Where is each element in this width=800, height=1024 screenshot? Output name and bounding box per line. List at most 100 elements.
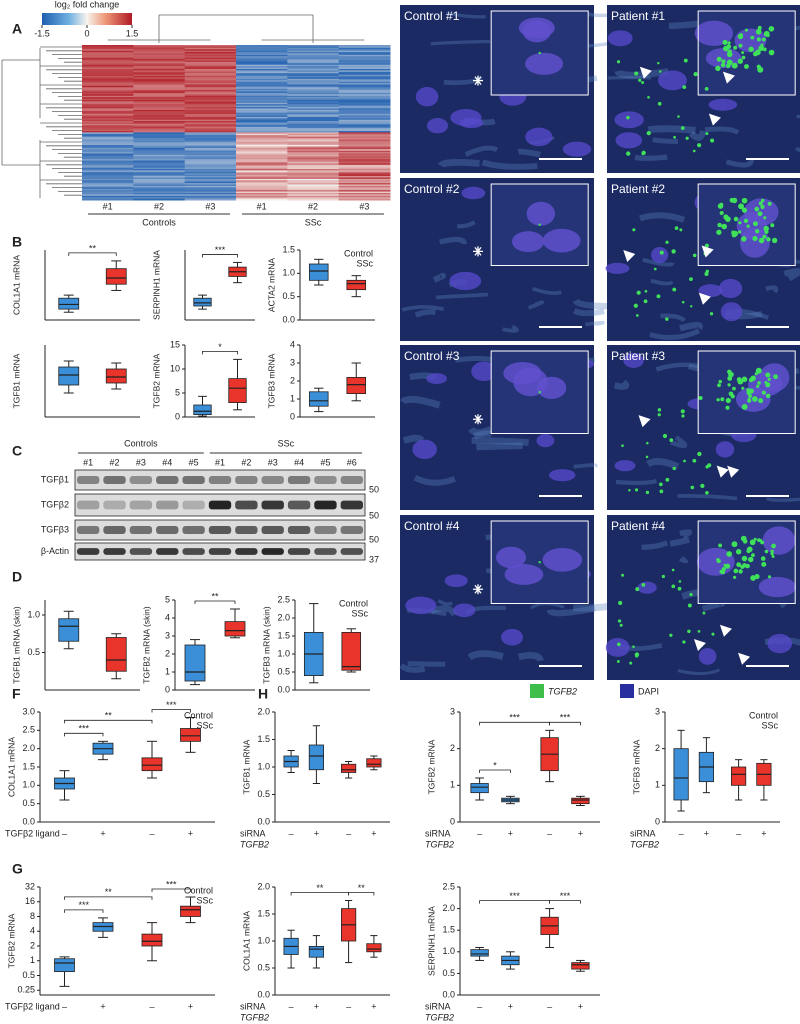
tissue-fiber bbox=[765, 496, 800, 502]
nucleus bbox=[605, 262, 630, 274]
signal-dot bbox=[757, 211, 763, 217]
legend-label: Control bbox=[184, 885, 213, 895]
signal-dot bbox=[725, 405, 730, 410]
heatmap-cell bbox=[184, 130, 237, 133]
signal-dot bbox=[665, 317, 669, 321]
y-tick-label: 0.0 bbox=[22, 816, 35, 826]
signal-dot bbox=[671, 584, 676, 589]
y-tick-label: 1.5 bbox=[277, 630, 290, 640]
heatmap-cell bbox=[287, 138, 340, 140]
heatmap-cell bbox=[133, 119, 186, 122]
tissue-fiber bbox=[438, 158, 480, 169]
signal-dot bbox=[707, 463, 712, 468]
y-tick-label: 32 bbox=[25, 881, 35, 891]
blot-band bbox=[208, 476, 232, 484]
heatmap-cell bbox=[287, 129, 340, 132]
signal-dot bbox=[767, 575, 772, 579]
heatmap-cell bbox=[287, 85, 340, 88]
signal-dot bbox=[635, 587, 640, 592]
x-tick-label: – bbox=[62, 1001, 67, 1011]
heatmap-cell bbox=[82, 97, 134, 100]
blot-band bbox=[77, 476, 100, 484]
tissue-fiber bbox=[641, 540, 669, 550]
signal-dot bbox=[761, 390, 766, 395]
heatmap-cell bbox=[133, 154, 186, 157]
blot-band bbox=[340, 500, 363, 510]
heatmap-cell bbox=[82, 159, 134, 162]
tissue-fiber bbox=[467, 650, 504, 661]
signal-dot bbox=[672, 466, 676, 471]
heatmap-cell bbox=[133, 140, 186, 143]
signal-dot bbox=[680, 409, 685, 414]
signal-dot bbox=[741, 236, 747, 242]
box bbox=[346, 279, 367, 291]
heatmap-cell bbox=[338, 157, 391, 160]
blot-row-label: β-Actin bbox=[41, 546, 69, 556]
nucleus bbox=[504, 564, 544, 585]
blot-band bbox=[261, 548, 284, 555]
significance-label: * bbox=[218, 342, 222, 352]
y-tick-label: 2 bbox=[30, 940, 35, 950]
colorbar-tick-label: -1.5 bbox=[34, 28, 50, 38]
signal-dot bbox=[685, 136, 689, 140]
blot-row-label: TGFβ1 bbox=[41, 474, 69, 484]
heatmap-cell bbox=[338, 126, 391, 129]
blot-strip bbox=[74, 469, 366, 491]
x-tick-label: – bbox=[477, 828, 482, 838]
heatmap-cell bbox=[82, 161, 134, 164]
heatmap-cell bbox=[236, 66, 288, 69]
y-tick-label: 3 bbox=[290, 357, 295, 367]
heatmap-cell bbox=[338, 115, 391, 118]
heatmap-cell bbox=[236, 63, 288, 66]
heatmap-cell bbox=[133, 54, 186, 57]
box bbox=[141, 757, 163, 772]
signal-dot bbox=[721, 567, 726, 572]
heatmap-cell bbox=[133, 195, 186, 198]
heatmap-cell bbox=[287, 177, 340, 180]
heatmap-cell bbox=[287, 80, 340, 83]
significance-label: *** bbox=[560, 891, 571, 901]
heatmap-cell bbox=[184, 108, 237, 111]
signal-dot bbox=[745, 563, 750, 569]
box bbox=[571, 962, 590, 970]
size-marker: 50 bbox=[369, 510, 379, 520]
heatmap-cell bbox=[287, 84, 340, 87]
heatmap-cell bbox=[338, 52, 391, 54]
heatmap-cell bbox=[236, 64, 288, 67]
blot-row-label: TGFβ2 bbox=[41, 499, 69, 509]
heatmap-cell bbox=[236, 178, 288, 181]
heatmap-cell bbox=[184, 133, 237, 136]
heatmap-cell bbox=[133, 133, 186, 136]
tissue-fiber bbox=[457, 220, 476, 229]
nucleus bbox=[405, 596, 437, 615]
heatmap-cell bbox=[133, 181, 186, 184]
heatmap-cell bbox=[236, 52, 288, 54]
tissue-fiber bbox=[573, 463, 598, 469]
legend-label: Control bbox=[749, 710, 778, 720]
lane-label: #4 bbox=[294, 457, 304, 467]
arrowhead bbox=[722, 71, 735, 84]
inset-frame bbox=[697, 183, 796, 266]
inset-frame bbox=[697, 520, 796, 604]
significance-bracket bbox=[194, 600, 236, 604]
signal-dot bbox=[705, 490, 709, 495]
heatmap-cell bbox=[133, 184, 186, 187]
heatmap-cell bbox=[287, 159, 340, 162]
heatmap-cell bbox=[184, 140, 237, 143]
heatmap-cell bbox=[82, 61, 134, 64]
heatmap-cell bbox=[133, 84, 186, 87]
y-tick-label: 2.5 bbox=[277, 594, 290, 604]
heatmap-cell bbox=[184, 171, 237, 174]
heatmap-cell bbox=[82, 101, 134, 104]
heatmap-cell bbox=[287, 114, 340, 116]
signal-dot bbox=[538, 391, 541, 394]
heatmap-cell bbox=[236, 150, 288, 153]
tissue-fiber bbox=[679, 529, 693, 539]
heatmap-cell bbox=[82, 190, 134, 193]
heatmap-cell bbox=[82, 90, 134, 92]
asterisk bbox=[473, 75, 483, 86]
heatmap-cell bbox=[236, 198, 288, 201]
x-tick-label: + bbox=[314, 1001, 319, 1011]
image-tile: Control #1 bbox=[400, 5, 636, 173]
